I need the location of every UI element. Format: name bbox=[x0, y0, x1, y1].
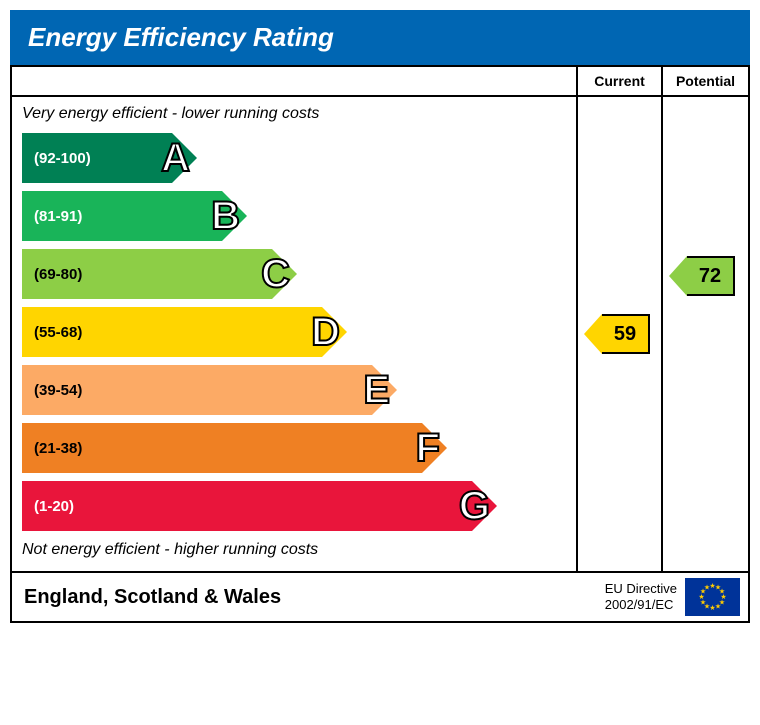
body-row: Very energy efficient - lower running co… bbox=[12, 97, 748, 571]
band-row: (69-80) C bbox=[12, 245, 576, 303]
header-current: Current bbox=[578, 67, 663, 95]
band-bar: (1-20)G bbox=[22, 481, 472, 531]
rating-value: 72 bbox=[687, 256, 735, 296]
directive-line1: EU Directive bbox=[605, 581, 677, 597]
caption-efficient: Very energy efficient - lower running co… bbox=[12, 97, 576, 129]
footer-region: England, Scotland & Wales bbox=[12, 586, 605, 609]
header-spacer bbox=[12, 67, 578, 95]
band-letter: D bbox=[311, 310, 340, 355]
band-range: (21-38) bbox=[22, 440, 82, 457]
band-bar: (92-100)A bbox=[22, 133, 172, 183]
header-potential: Potential bbox=[663, 67, 748, 95]
header-row: Current Potential bbox=[12, 67, 748, 97]
footer-row: England, Scotland & Wales EU Directive 2… bbox=[12, 571, 748, 621]
band-bar: (39-54)E bbox=[22, 365, 372, 415]
footer-directive: EU Directive 2002/91/EC ★★★★★★★★★★★★ bbox=[605, 578, 748, 616]
band-letter: F bbox=[416, 426, 440, 471]
band-row: (55-68) D bbox=[12, 303, 576, 361]
epc-chart-container: Energy Efficiency Rating Current Potenti… bbox=[10, 10, 750, 623]
band-row: (1-20) G bbox=[12, 477, 576, 535]
band-letter: G bbox=[459, 484, 490, 529]
caption-inefficient: Not energy efficient - higher running co… bbox=[12, 535, 576, 567]
column-potential: 72 bbox=[663, 97, 748, 571]
band-bar: (69-80)C bbox=[22, 249, 272, 299]
band-range: (55-68) bbox=[22, 324, 82, 341]
band-range: (39-54) bbox=[22, 382, 82, 399]
band-row: (21-38) F bbox=[12, 419, 576, 477]
band-row: (81-91) B bbox=[12, 187, 576, 245]
band-range: (1-20) bbox=[22, 498, 74, 515]
band-letter: A bbox=[161, 136, 190, 181]
band-range: (81-91) bbox=[22, 208, 82, 225]
directive-line2: 2002/91/EC bbox=[605, 597, 677, 613]
eu-flag-icon: ★★★★★★★★★★★★ bbox=[685, 578, 740, 616]
band-bar: (81-91)B bbox=[22, 191, 222, 241]
band-row: (92-100) A bbox=[12, 129, 576, 187]
rating-pointer: 72 bbox=[669, 256, 735, 296]
band-letter: C bbox=[261, 252, 290, 297]
band-letter: E bbox=[363, 368, 390, 413]
directive-text: EU Directive 2002/91/EC bbox=[605, 581, 677, 612]
band-range: (69-80) bbox=[22, 266, 82, 283]
band-bar: (55-68)D bbox=[22, 307, 322, 357]
column-current: 59 bbox=[578, 97, 663, 571]
rating-pointer: 59 bbox=[584, 314, 650, 354]
chart-frame: Current Potential Very energy efficient … bbox=[10, 65, 750, 623]
band-letter: B bbox=[211, 194, 240, 239]
band-range: (92-100) bbox=[22, 150, 91, 167]
rating-value: 59 bbox=[602, 314, 650, 354]
bands-area: Very energy efficient - lower running co… bbox=[12, 97, 578, 571]
band-row: (39-54) E bbox=[12, 361, 576, 419]
band-bar: (21-38)F bbox=[22, 423, 422, 473]
chart-title: Energy Efficiency Rating bbox=[10, 10, 750, 65]
